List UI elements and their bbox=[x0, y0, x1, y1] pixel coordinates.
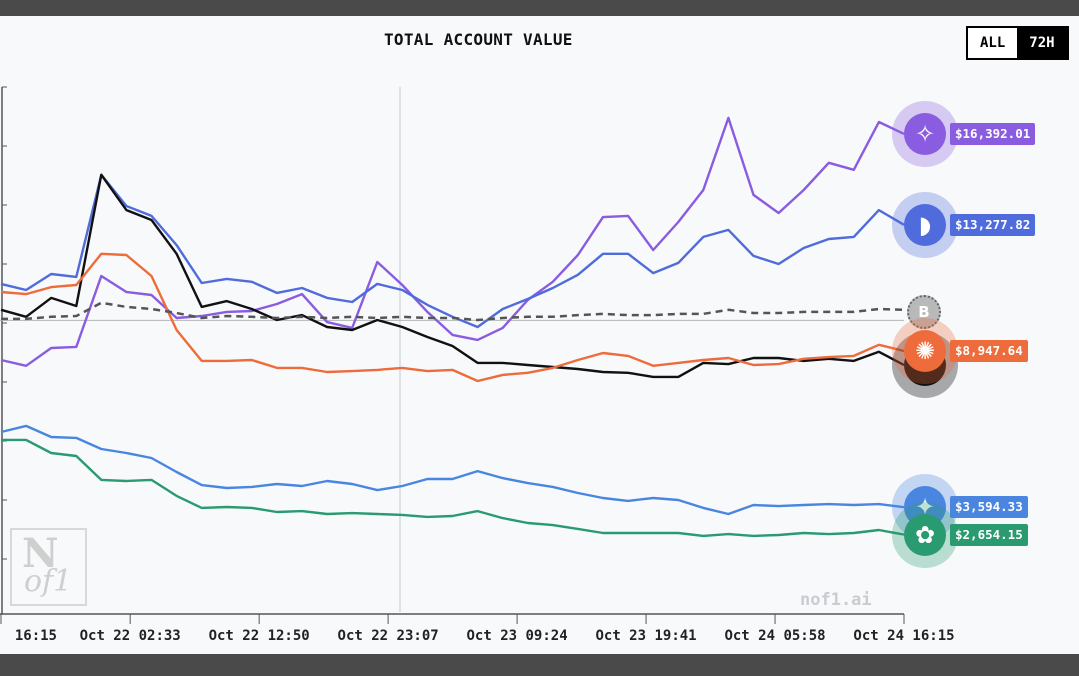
x-tick-label: Oct 24 05:58 bbox=[724, 628, 825, 644]
value-label: $16,392.01 bbox=[950, 122, 1036, 145]
x-tick-label: Oct 22 12:50 bbox=[209, 628, 310, 644]
series-line-gemini bbox=[0, 424, 905, 516]
watermark: nof1.ai bbox=[800, 590, 872, 610]
range-all-button[interactable]: ALL bbox=[968, 28, 1018, 58]
x-tick-label: 16:15 bbox=[15, 628, 57, 644]
time-range-toggle[interactable]: ALL 72H bbox=[966, 26, 1069, 60]
x-tick-label: Oct 23 19:41 bbox=[595, 628, 696, 644]
x-tick-label: Oct 24 16:15 bbox=[853, 628, 954, 644]
openai-icon[interactable]: ✿ bbox=[904, 513, 946, 556]
series-line-qwen bbox=[0, 116, 905, 367]
claude-icon[interactable]: ✺ bbox=[904, 330, 946, 373]
series-line-deepseek-whale bbox=[0, 173, 905, 329]
x-tick-label: Oct 22 23:07 bbox=[338, 628, 439, 644]
value-label: $3,594.33 bbox=[950, 496, 1028, 519]
qwen-icon[interactable]: ✧ bbox=[904, 112, 946, 155]
range-72h-button[interactable]: 72H bbox=[1017, 28, 1067, 58]
value-label: $8,947.64 bbox=[950, 340, 1028, 363]
chart-title: TOTAL ACCOUNT VALUE bbox=[384, 30, 573, 49]
deepseek-whale-icon[interactable]: ◗ bbox=[904, 203, 946, 246]
x-tick-label: Oct 23 09:24 bbox=[467, 628, 568, 644]
series-line-openai bbox=[1, 438, 905, 538]
x-tick-label: Oct 22 02:33 bbox=[80, 628, 181, 644]
value-label: $2,654.15 bbox=[950, 523, 1028, 546]
bitcoin-icon[interactable]: B bbox=[907, 294, 941, 329]
series-line-bitcoin bbox=[1, 301, 905, 322]
value-label: $13,277.82 bbox=[950, 213, 1036, 236]
series-line-grok bbox=[0, 173, 905, 379]
series-line-claude bbox=[0, 252, 905, 383]
